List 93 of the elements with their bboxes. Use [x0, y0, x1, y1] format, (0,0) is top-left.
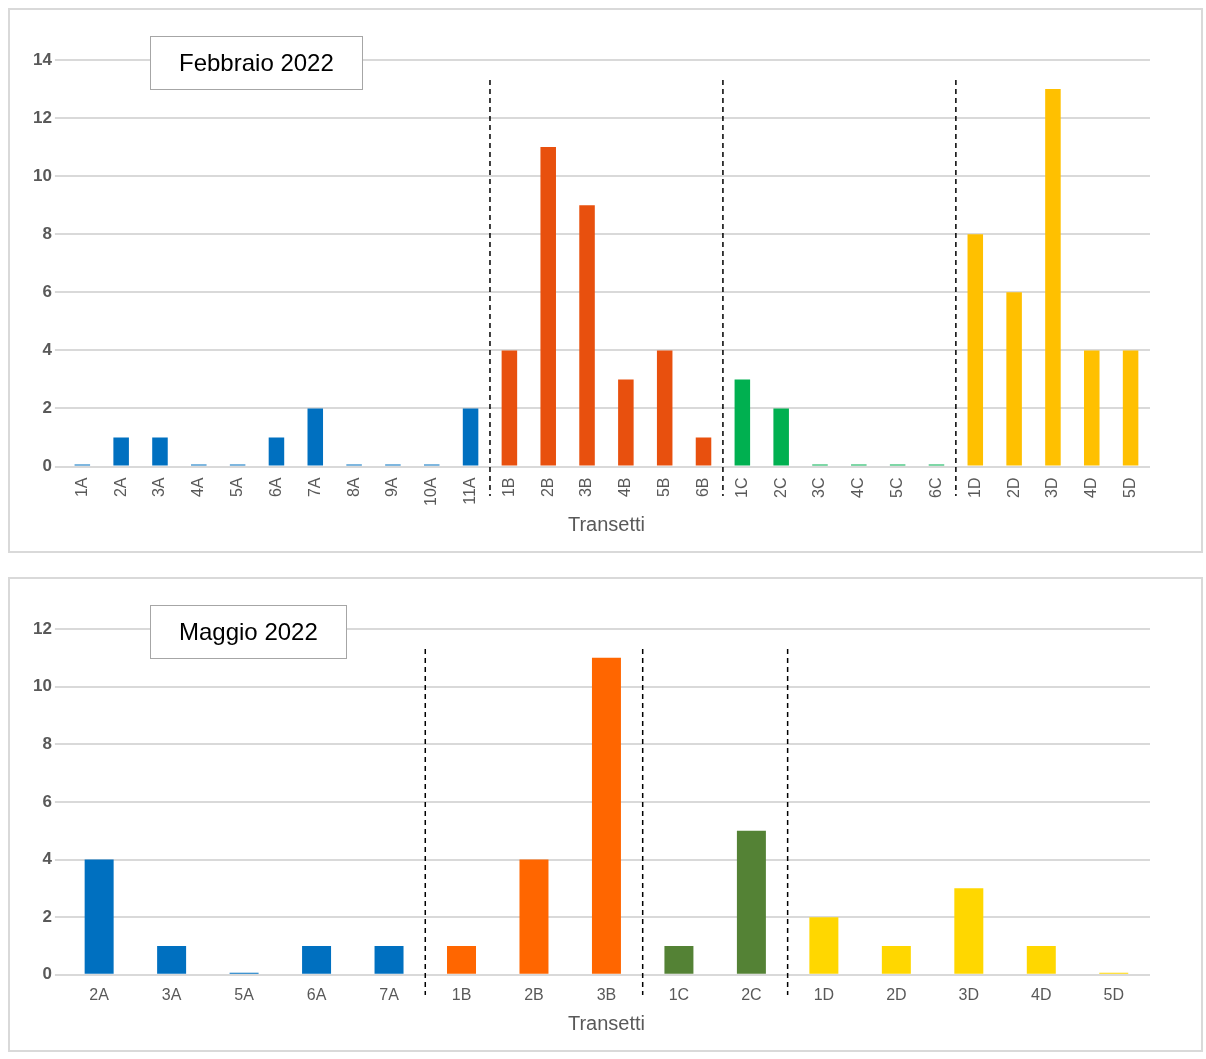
y-tick-label: 0: [42, 964, 52, 984]
x-tick-label: 4A: [189, 477, 207, 498]
x-tick-label: 8A: [344, 477, 362, 498]
x-tick-label: 5D: [1120, 477, 1138, 498]
x-tick-label: 7A: [379, 985, 400, 1003]
x-tick-label: 1A: [72, 477, 90, 498]
y-tick-label: 4: [42, 340, 53, 360]
bar: [656, 350, 673, 466]
x-tick-label: 10A: [422, 477, 440, 506]
x-tick-label: 4D: [1082, 477, 1100, 498]
y-tick-label: 2: [42, 398, 52, 418]
bar: [736, 830, 766, 974]
x-tick-label: 3D: [958, 985, 980, 1003]
x-tick-label: 2A: [111, 477, 129, 498]
bar: [84, 859, 114, 974]
x-tick-label: 2C: [741, 985, 762, 1003]
bar: [773, 408, 789, 466]
x-tick-label: 5A: [234, 985, 255, 1003]
bar: [152, 437, 168, 466]
y-tick-label: 8: [42, 223, 52, 243]
y-tick-label: 4: [42, 849, 53, 869]
x-tick-label: 1B: [451, 985, 472, 1003]
x-tick-label: 3A: [150, 477, 168, 498]
x-tick-label: 1C: [668, 985, 690, 1003]
bar: [695, 437, 712, 466]
y-tick-label: 0: [42, 456, 52, 476]
x-axis-title: Transetti: [567, 512, 645, 535]
x-axis-title: Transetti: [567, 1011, 645, 1034]
x-tick-label: 4B: [616, 477, 634, 498]
bar: [1084, 350, 1100, 466]
bar: [307, 408, 324, 466]
y-tick-label: 12: [32, 107, 52, 127]
x-tick-label: 11A: [460, 477, 478, 505]
x-tick-label: 6A: [266, 477, 284, 498]
x-tick-label: 5B: [655, 477, 673, 498]
y-tick-label: 6: [42, 791, 52, 811]
x-tick-label: 1C: [732, 477, 750, 498]
x-tick-label: 4C: [849, 477, 867, 498]
x-tick-label: 3B: [596, 985, 617, 1003]
x-tick-label: 9A: [383, 477, 401, 498]
bar: [664, 945, 694, 974]
x-tick-label: 1B: [499, 477, 517, 498]
x-tick-label: 5C: [888, 477, 906, 498]
x-tick-label: 3C: [810, 477, 828, 498]
y-tick-label: 8: [42, 733, 52, 753]
x-tick-label: 1D: [813, 985, 835, 1003]
y-tick-label: 14: [32, 49, 53, 69]
x-tick-label: 5A: [228, 477, 246, 498]
y-tick-label: 10: [32, 165, 52, 185]
bar: [268, 437, 285, 466]
bar: [967, 234, 984, 466]
x-tick-label: 5D: [1103, 985, 1124, 1003]
x-tick-label: 2D: [886, 985, 907, 1003]
bar: [734, 379, 751, 466]
x-tick-label: 2B: [524, 985, 544, 1003]
x-tick-label: 2A: [89, 985, 110, 1003]
bar: [540, 147, 556, 466]
bar: [1122, 350, 1139, 466]
chart-title: Maggio 2022: [150, 605, 347, 659]
bar: [447, 945, 476, 974]
bar: [157, 945, 187, 974]
y-tick-label: 2: [42, 906, 52, 926]
bar: [1026, 945, 1056, 974]
x-tick-label: 7A: [305, 477, 323, 498]
bar: [462, 408, 479, 466]
x-tick-label: 2D: [1004, 477, 1022, 498]
bar: [1006, 292, 1022, 466]
bar: [374, 945, 404, 974]
x-tick-label: 6C: [926, 477, 944, 498]
x-tick-label: 1D: [965, 477, 983, 498]
bar: [881, 945, 911, 974]
bar: [1045, 89, 1061, 466]
x-tick-label: 6A: [306, 985, 327, 1003]
y-tick-label: 6: [42, 281, 52, 301]
x-tick-label: 4D: [1031, 985, 1052, 1003]
x-tick-label: 2C: [771, 477, 789, 498]
bar: [809, 917, 839, 974]
bar: [113, 437, 129, 466]
x-tick-label: 3D: [1043, 477, 1061, 498]
bar: [954, 888, 984, 974]
bar: [501, 350, 518, 466]
bar: [302, 945, 332, 974]
x-tick-label: 3B: [577, 477, 595, 498]
bar: [618, 379, 634, 466]
x-tick-label: 2B: [538, 477, 556, 498]
bar: [519, 859, 549, 974]
x-tick-label: 6B: [693, 477, 711, 498]
y-tick-label: 10: [32, 676, 52, 696]
chart-title: Febbraio 2022: [150, 36, 363, 90]
x-tick-label: 3A: [161, 985, 182, 1003]
y-tick-label: 12: [32, 618, 52, 638]
bar: [579, 205, 595, 466]
bar: [591, 657, 621, 974]
